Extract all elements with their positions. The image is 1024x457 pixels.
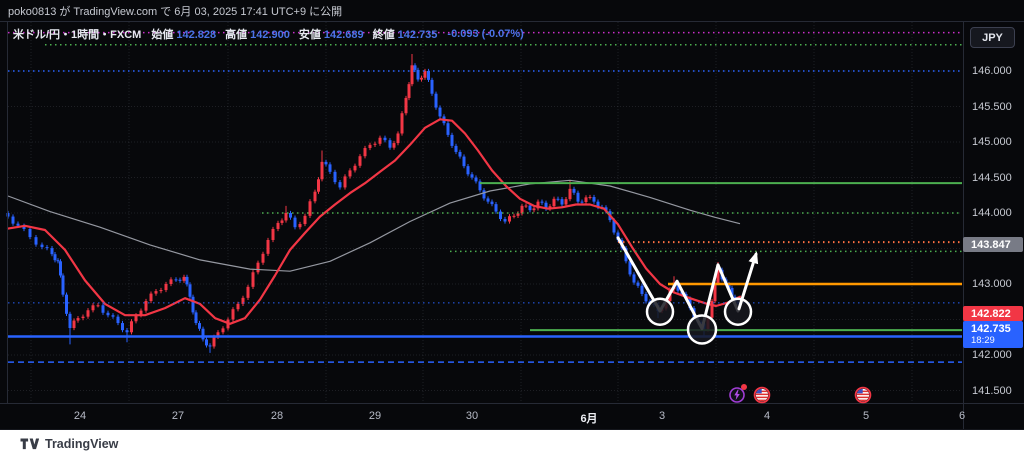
price-tick: 143.000 bbox=[972, 278, 1012, 290]
ohlc-item: 高値 142.900 bbox=[225, 29, 290, 41]
ohlc-values: 始値 142.828 高値 142.900 安値 142.689 終値 142.735 bbox=[151, 26, 437, 42]
time-axis[interactable]: 24 27 28 29 30 6月 3 4 5 6 bbox=[0, 403, 966, 429]
price-tick: 146.000 bbox=[972, 65, 1012, 77]
price-tick: 145.000 bbox=[972, 136, 1012, 148]
ohlc-item: 安値 142.689 bbox=[298, 29, 364, 41]
price-axis[interactable]: JPY 146.000 145.500 145.000 144.500 144.000 1… bbox=[963, 21, 1024, 429]
time-tick: 29 bbox=[368, 410, 382, 422]
page-footer: TradingView bbox=[0, 430, 1024, 457]
tradingview-attribution[interactable]: TradingView bbox=[20, 437, 118, 451]
time-tick: 24 bbox=[73, 410, 87, 422]
ohlc-item: 始値 142.828 bbox=[151, 29, 217, 41]
time-tick: 4 bbox=[763, 410, 771, 422]
time-tick: 6月 bbox=[580, 413, 598, 425]
price-tick: 144.500 bbox=[972, 171, 1012, 184]
ma-slow-value-badge: 143.847 bbox=[963, 237, 1023, 252]
symbol-title: 米ドル/円・1時間・FXCM bbox=[13, 29, 142, 41]
drawn-circle-annotation bbox=[686, 314, 718, 345]
drawn-circle-annotation bbox=[645, 297, 675, 326]
time-tick: 27 bbox=[171, 410, 185, 422]
time-tick: 28 bbox=[270, 410, 284, 422]
publish-info-bar: poko0813 が TradingView.com で 6月 03, 2025… bbox=[8, 3, 342, 19]
drawn-arrow-annotation bbox=[737, 251, 759, 311]
us-flag-event-icon[interactable] bbox=[753, 386, 771, 404]
last-price-badge: 142.735 18:29 bbox=[963, 321, 1023, 348]
economic-event-icon[interactable] bbox=[728, 384, 747, 404]
currency-button[interactable]: JPY bbox=[970, 27, 1015, 48]
tradingview-attribution-label: TradingView bbox=[45, 436, 119, 451]
event-alert-dot bbox=[741, 384, 747, 390]
drawn-circle-annotation bbox=[723, 297, 753, 326]
ohlc-item: 終値 142.735 bbox=[372, 29, 438, 41]
time-tick: 3 bbox=[658, 410, 666, 422]
change-value: -0.093 (-0.07%) bbox=[447, 28, 524, 40]
price-tick: 142.000 bbox=[972, 349, 1012, 361]
published-line: poko0813 が TradingView.com で 6月 03, 2025… bbox=[8, 6, 343, 18]
price-tick: 141.500 bbox=[972, 384, 1012, 397]
time-tick: 5 bbox=[862, 410, 870, 422]
chart-legend: 米ドル/円・1時間・FXCM 始値 142.828 高値 142.900 安値 142.6… bbox=[13, 26, 524, 42]
drawn-zigzag-annotation bbox=[616, 236, 740, 331]
time-tick: 6 bbox=[958, 410, 966, 422]
ma-fast-value-badge: 142.822 bbox=[963, 306, 1023, 321]
bar-countdown: 18:29 bbox=[971, 334, 995, 346]
us-flag-event-icon[interactable] bbox=[854, 386, 872, 404]
tradingview-logo-icon bbox=[20, 438, 39, 449]
price-tick: 145.500 bbox=[972, 100, 1012, 113]
price-tick: 144.000 bbox=[972, 207, 1012, 219]
time-tick: 30 bbox=[465, 410, 479, 422]
